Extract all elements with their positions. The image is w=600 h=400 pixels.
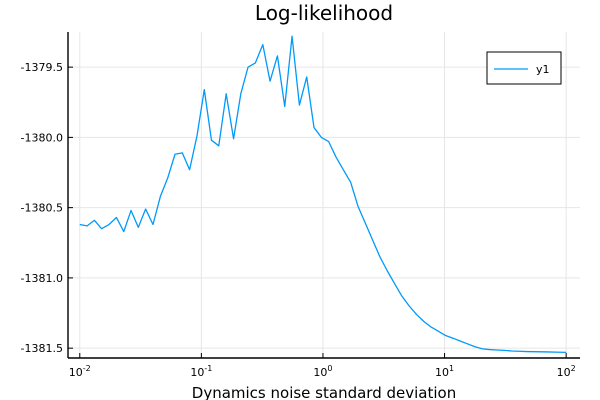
x-tick-label: 10-1: [190, 364, 212, 379]
y-tick-label: -1379.5: [21, 61, 63, 74]
series-layer: [79, 35, 567, 354]
legend-label: y1: [536, 63, 550, 76]
x-tick-exponent: -2: [83, 364, 91, 373]
series-line-y1: [79, 35, 567, 354]
x-tick-label: 102: [557, 364, 576, 379]
x-tick-base: 10: [435, 366, 449, 379]
x-tick-label: 10-2: [69, 364, 91, 379]
x-tick-exponent: 1: [449, 364, 454, 373]
legend-box: [486, 51, 562, 85]
y-tick-label: -1380.5: [21, 202, 63, 215]
x-tick-base: 10: [69, 366, 83, 379]
x-tick-base: 10: [557, 366, 571, 379]
legend: y1: [486, 51, 562, 85]
x-tick-exponent: -1: [204, 364, 212, 373]
x-tick-exponent: 0: [327, 364, 332, 373]
x-tick-label: 101: [435, 364, 454, 379]
chart-title: Log-likelihood: [255, 1, 393, 25]
y-tick-label: -1381.5: [21, 342, 63, 355]
y-tick-label: -1380.0: [21, 131, 63, 144]
x-tick-base: 10: [190, 366, 204, 379]
y-ticks: -1379.5 -1380.0 -1380.5 -1381.0 -1381.5: [21, 61, 73, 355]
grid: [68, 32, 580, 358]
axes: [67, 32, 580, 359]
x-tick-label: 100: [313, 364, 332, 379]
y-tick-label: -1381.0: [21, 272, 63, 285]
x-tick-exponent: 2: [571, 364, 576, 373]
x-axis-label: Dynamics noise standard deviation: [192, 384, 456, 400]
x-tick-base: 10: [313, 366, 327, 379]
x-ticks: 10-2 10-1 100 101 102: [69, 353, 576, 379]
